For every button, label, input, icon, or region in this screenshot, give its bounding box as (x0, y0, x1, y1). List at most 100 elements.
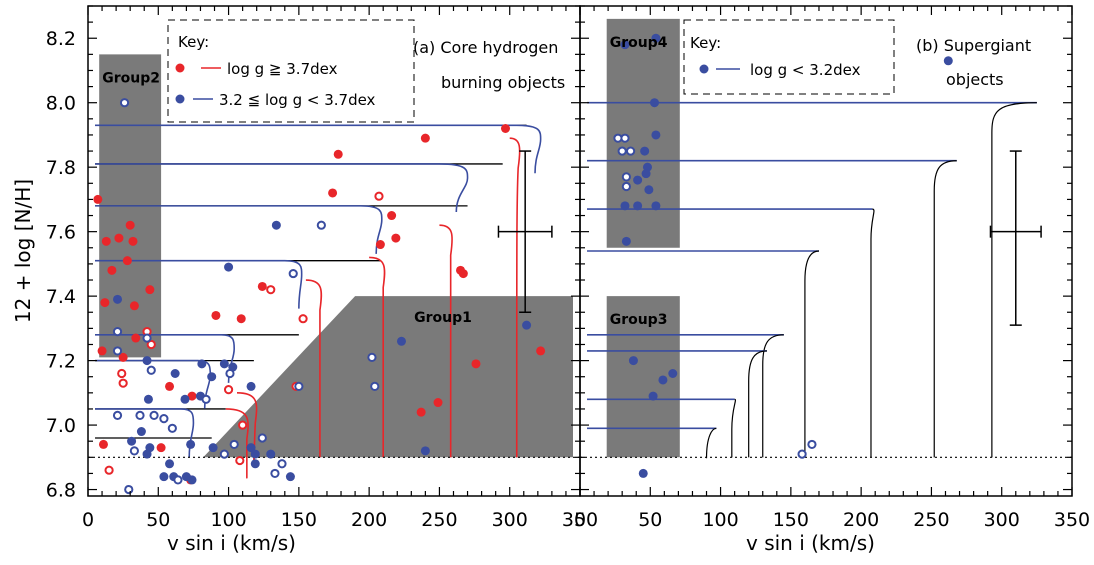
model-track-blue (95, 163, 469, 212)
data-point-filled-red (122, 256, 132, 266)
panel-a-key-red-marker (175, 63, 185, 73)
panel-b-error-bar (989, 150, 1042, 326)
data-point-open-blue (620, 133, 630, 143)
panel-a-data-points (93, 98, 546, 495)
panel-a-key-box (167, 19, 415, 123)
data-point-open-blue (797, 449, 807, 459)
data-point-filled-blue (142, 449, 152, 459)
x-tick-label: 200 (351, 509, 387, 531)
data-point-filled-blue (186, 439, 196, 449)
y-tick-label: 7.0 (46, 415, 76, 437)
x-tick-label: 200 (843, 509, 879, 531)
data-point-filled-blue (522, 320, 532, 330)
panel-a-key-entry-blue: 3.2 ≦ log g < 3.7dex (219, 91, 376, 109)
data-point-open-blue (277, 459, 287, 469)
x-tick-label: 150 (281, 509, 317, 531)
data-point-open-blue (119, 98, 130, 108)
data-point-open-blue (229, 439, 239, 450)
data-point-filled-red (114, 233, 124, 243)
panel-a-model-tracks (95, 124, 542, 479)
panel-a-x-tick-labels: 0 50 100 150 200 250 300 350 (82, 509, 598, 531)
panel-a-key: Key: log g ≧ 3.7dex 3.2 ≦ log g < 3.7dex (167, 19, 415, 123)
panel-b-title-line1: (b) Supergiant (916, 36, 1031, 55)
data-point-open-red (146, 339, 156, 350)
data-point-filled-red (165, 381, 175, 391)
data-point-open-blue (112, 410, 123, 421)
data-point-filled-blue (181, 472, 191, 482)
data-point-filled-red (536, 346, 546, 356)
group-region-group4 (606, 18, 680, 248)
panel-b: Group4 Group3 Key: log g < 3.2dex (b) Su… (574, 5, 1090, 555)
data-point-filled-red (420, 133, 430, 143)
data-point-open-blue (142, 333, 152, 343)
data-point-filled-blue (127, 436, 137, 446)
data-point-filled-blue (266, 449, 276, 459)
data-point-filled-red (333, 149, 343, 159)
data-point-filled-blue (620, 201, 630, 211)
data-point-filled-blue (628, 356, 638, 366)
model-track-blue (95, 259, 303, 309)
data-point-filled-blue (165, 459, 175, 469)
data-point-filled-blue (621, 236, 631, 246)
model-track-black (731, 398, 736, 458)
data-point-filled-blue (170, 369, 180, 378)
x-tick-label: 250 (421, 509, 457, 531)
x-tick-label: 50 (146, 509, 170, 531)
y-tick-label: 8.0 (46, 93, 76, 115)
panel-a-title-line2: burning objects (441, 73, 565, 92)
panel-a-key-title: Key: (178, 33, 209, 51)
x-tick-label: 100 (702, 509, 738, 531)
data-point-filled-blue (285, 472, 295, 482)
data-point-filled-red (458, 269, 468, 279)
data-point-filled-red (471, 359, 481, 369)
panel-b-key: Key: log g < 3.2dex (683, 19, 895, 95)
model-track-black (933, 160, 957, 458)
model-track-blue (95, 124, 542, 174)
data-point-open-red (235, 455, 245, 466)
panel-b-plot-area: Group4 Group3 (580, 18, 1072, 478)
data-point-filled-blue (650, 98, 660, 108)
data-point-open-red (238, 420, 248, 430)
panel-b-frame (579, 5, 1073, 497)
x-tick-label: 300 (984, 509, 1020, 531)
model-track-red (509, 137, 521, 458)
model-track-black (705, 427, 717, 459)
data-point-open-red (117, 368, 127, 379)
data-point-open-blue (370, 381, 380, 391)
data-point-filled-red (236, 314, 246, 324)
panel-b-key-blue-marker (699, 64, 709, 74)
y-tick-label: 7.2 (46, 351, 76, 373)
x-tick-label: 250 (913, 509, 949, 531)
data-point-filled-blue (142, 356, 152, 366)
data-point-open-blue (288, 268, 298, 279)
panel-b-x-axis-label: v sin i (km/s) (746, 531, 875, 555)
y-tick-label: 8.2 (46, 28, 76, 50)
data-point-filled-red (101, 236, 111, 246)
panel-b-key-title: Key: (690, 34, 721, 52)
data-point-filled-blue (651, 130, 661, 140)
data-point-filled-blue (651, 201, 661, 211)
data-point-filled-blue (633, 201, 643, 211)
data-point-filled-red (129, 301, 139, 311)
data-point-filled-red (328, 188, 338, 198)
y-tick-label: 6.8 (46, 480, 76, 502)
data-point-filled-blue (648, 391, 658, 401)
data-point-open-blue (149, 410, 159, 421)
data-point-filled-red (211, 310, 221, 320)
data-point-open-blue (621, 181, 631, 192)
x-tick-label: 150 (773, 509, 809, 531)
panel-b-title-line2: objects (946, 70, 1004, 89)
y-axis-label: 12 + log [N/H] (11, 179, 35, 323)
panel-b-data-points (613, 33, 953, 478)
x-tick-label: 300 (492, 509, 528, 531)
model-track-red (225, 408, 249, 479)
data-point-filled-blue (250, 459, 260, 469)
panel-b-key-box (683, 19, 895, 95)
panel-a-plot-area: Group2 Group1 (88, 54, 580, 495)
data-point-filled-red (100, 298, 110, 308)
group3-label: Group3 (610, 312, 668, 328)
data-point-open-blue (129, 446, 139, 456)
panel-b-key-entry-blue: log g < 3.2dex (750, 61, 861, 79)
data-point-filled-blue (136, 427, 146, 437)
data-point-filled-red (500, 124, 510, 133)
